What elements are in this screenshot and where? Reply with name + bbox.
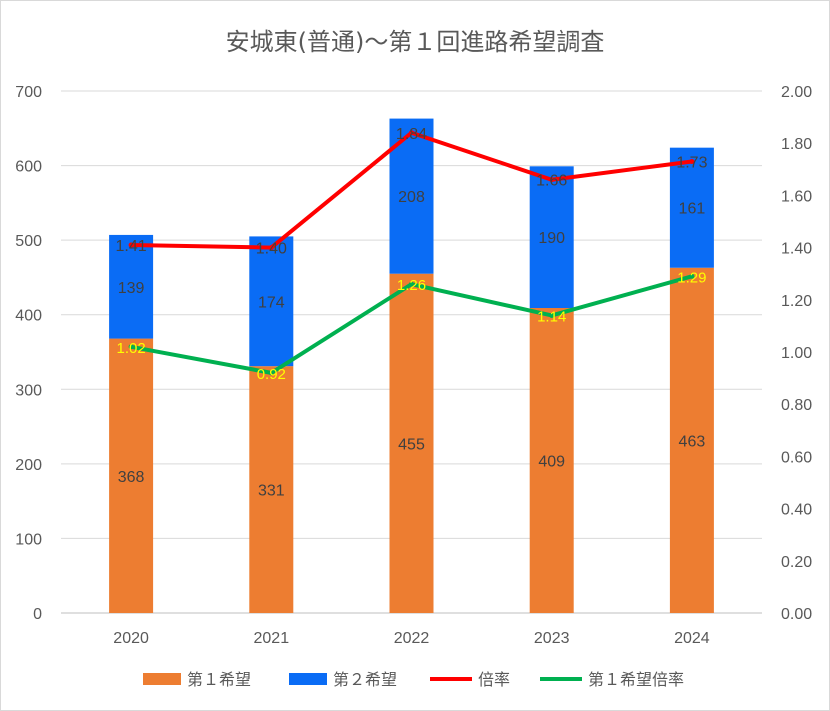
line-data-label: 1.29 (677, 269, 706, 286)
line-point (549, 312, 555, 318)
right-tick-label: 0.60 (781, 449, 812, 466)
line-series (128, 130, 695, 376)
legend: 第１希望 第２希望 倍率 第１希望倍率 (143, 670, 684, 689)
legend-label: 倍率 (478, 670, 510, 689)
bar-data-label: 139 (118, 280, 145, 297)
line-point (409, 281, 414, 287)
legend-label: 第１希望 (187, 670, 251, 689)
right-tick-label: 0.40 (781, 502, 812, 519)
bar-data-label: 331 (258, 483, 285, 500)
right-tick-label: 0.20 (781, 554, 812, 571)
line-point (549, 177, 555, 183)
right-tick-label: 1.00 (781, 345, 812, 362)
line-data-label: 1.26 (397, 277, 426, 294)
bar-series (109, 118, 714, 613)
bar-第１希望 (389, 273, 434, 613)
line-data-label: 1.41 (116, 238, 147, 255)
data-labels: 368 331 455 409 463 139 174 208 190 161 1.41 1.40 1.… (116, 126, 708, 500)
bar-data-label: 368 (118, 469, 145, 486)
bar-data-label: 208 (398, 189, 425, 206)
left-tick-label: 400 (15, 308, 42, 325)
x-axis-ticks: 2020 2021 2022 2023 2024 (113, 630, 709, 647)
bar-第１希望 (109, 338, 154, 613)
bar-第２希望 (529, 166, 574, 309)
line-data-label: 1.14 (537, 308, 566, 325)
x-tick-label: 2023 (534, 630, 570, 647)
left-tick-label: 100 (15, 531, 42, 548)
right-axis-ticks: 0.00 0.20 0.40 0.60 0.80 1.00 1.20 1.40 1.60 1.80… (781, 84, 812, 623)
legend-swatch (143, 673, 181, 685)
right-tick-label: 1.80 (781, 136, 812, 153)
line-point (689, 273, 695, 279)
x-tick-label: 2021 (254, 630, 290, 647)
right-tick-label: 1.40 (781, 241, 812, 258)
legend-swatch (289, 673, 327, 685)
line-point (409, 130, 414, 136)
line-data-label: 1.73 (676, 154, 707, 171)
x-tick-label: 2020 (113, 630, 149, 647)
line-data-label: 1.40 (256, 241, 287, 258)
legend-label: 第２希望 (333, 670, 397, 689)
bar-第１希望 (249, 366, 294, 613)
left-tick-label: 600 (15, 159, 42, 176)
right-tick-label: 1.60 (781, 188, 812, 205)
left-axis-ticks: 0 100 200 300 400 500 600 700 (15, 84, 42, 623)
right-tick-label: 0.00 (781, 606, 812, 623)
left-tick-label: 0 (33, 606, 42, 623)
chart-title: 安城東(普通)～第１回進路希望調査 (226, 28, 605, 56)
line-data-label: 0.92 (257, 366, 286, 383)
line-point (128, 344, 134, 350)
line-point (128, 242, 134, 248)
x-tick-label: 2022 (394, 630, 430, 647)
left-tick-label: 200 (15, 457, 42, 474)
bar-第２希望 (249, 236, 294, 367)
legend-label: 第１希望倍率 (588, 670, 684, 689)
bar-第１希望 (529, 308, 574, 613)
bar-第２希望 (109, 234, 154, 339)
bar-第１希望 (669, 267, 714, 613)
line-point (689, 158, 695, 164)
left-tick-label: 700 (15, 84, 42, 101)
bar-data-label: 174 (258, 294, 285, 311)
bar-data-label: 190 (538, 230, 565, 247)
bar-data-label: 455 (398, 436, 425, 453)
line-point (268, 245, 274, 251)
line-data-label: 1.02 (116, 340, 145, 357)
left-tick-label: 500 (15, 233, 42, 250)
right-tick-label: 0.80 (781, 397, 812, 414)
line-data-label: 1.66 (536, 173, 567, 190)
line-point (268, 370, 274, 376)
right-tick-label: 1.20 (781, 293, 812, 310)
x-tick-label: 2024 (674, 630, 710, 647)
bar-data-label: 409 (538, 454, 565, 471)
bar-data-label: 161 (679, 201, 706, 218)
line-data-label: 1.84 (396, 126, 427, 143)
left-tick-label: 300 (15, 382, 42, 399)
bar-data-label: 463 (679, 433, 706, 450)
bar-第２希望 (669, 147, 714, 268)
right-tick-label: 2.00 (781, 84, 812, 101)
